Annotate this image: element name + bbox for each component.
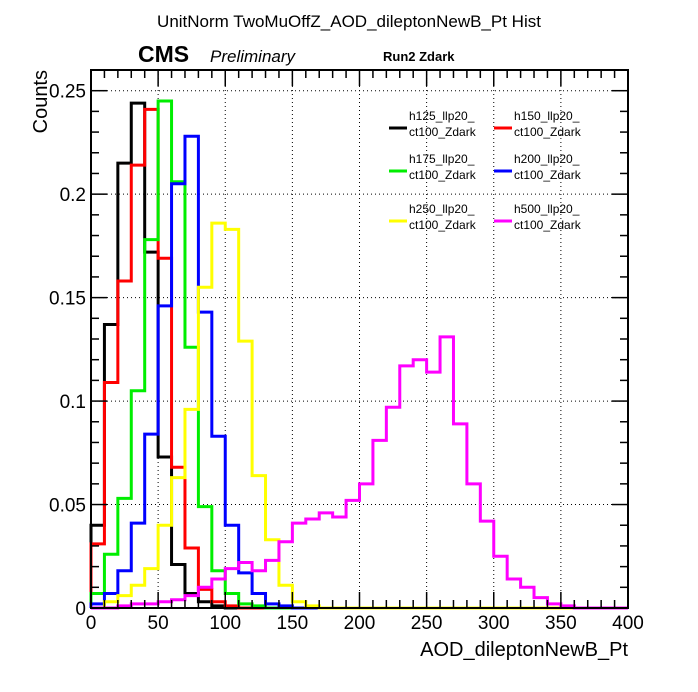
x-tick-label: 350 bbox=[545, 613, 577, 634]
x-axis-label: AOD_dileptonNewB_Pt bbox=[420, 639, 628, 661]
legend-entry-h125_llp20_ct100_Zdark: h125_llp20_ ct100_Zdark bbox=[389, 109, 477, 139]
y-tick-label: 0.25 bbox=[49, 82, 86, 103]
legend-label-line2: ct100_Zdark bbox=[409, 168, 477, 182]
legend-label-line1: h500_llp20_ bbox=[514, 202, 580, 216]
legend-label-line2: ct100_Zdark bbox=[514, 218, 582, 232]
legend-entry-h500_llp20_ct100_Zdark: h500_llp20_ ct100_Zdark bbox=[494, 202, 582, 232]
y-tick-label: 0 bbox=[75, 599, 86, 620]
legend-entry-h200_llp20_ct100_Zdark: h200_llp20_ ct100_Zdark bbox=[494, 152, 582, 182]
x-tick-label: 300 bbox=[478, 613, 510, 634]
run-label: Run2 Zdark bbox=[383, 49, 455, 64]
x-tick-label: 150 bbox=[277, 613, 309, 634]
legend: h125_llp20_ ct100_Zdark h150_llp20_ ct100_Z… bbox=[389, 109, 582, 232]
x-tick-label: 200 bbox=[344, 613, 376, 634]
legend-entry-h150_llp20_ct100_Zdark: h150_llp20_ ct100_Zdark bbox=[494, 109, 582, 139]
x-tick-label: 100 bbox=[209, 613, 241, 634]
legend-label-line2: ct100_Zdark bbox=[514, 168, 582, 182]
legend-label-line1: h150_llp20_ bbox=[514, 109, 580, 123]
x-tick-label: 400 bbox=[612, 613, 644, 634]
chart-title: UnitNorm TwoMuOffZ_AOD_dileptonNewB_Pt H… bbox=[157, 12, 541, 31]
series-line-h500_llp20_ct100_Zdark bbox=[91, 335, 628, 610]
legend-label-line1: h175_llp20_ bbox=[409, 152, 475, 166]
x-tick-label: 0 bbox=[86, 613, 97, 634]
legend-label-line2: ct100_Zdark bbox=[409, 218, 477, 232]
x-tick-label: 50 bbox=[148, 613, 169, 634]
axis-ticks: 0 50 100 150 200 250 300 350 400 0 0.05 0.1 0.15 0.2 0… bbox=[49, 70, 644, 634]
legend-label-line2: ct100_Zdark bbox=[514, 125, 582, 139]
y-axis-label: Counts bbox=[30, 70, 52, 133]
legend-label-line1: h200_llp20_ bbox=[514, 152, 580, 166]
x-tick-label: 250 bbox=[411, 613, 443, 634]
y-tick-label: 0.2 bbox=[60, 185, 86, 206]
legend-label-line1: h125_llp20_ bbox=[409, 109, 475, 123]
y-tick-label: 0.15 bbox=[49, 289, 86, 310]
legend-entry-h175_llp20_ct100_Zdark: h175_llp20_ ct100_Zdark bbox=[389, 152, 477, 182]
legend-label-line2: ct100_Zdark bbox=[409, 125, 477, 139]
preliminary-label: Preliminary bbox=[210, 47, 297, 66]
y-tick-label: 0.1 bbox=[60, 392, 86, 413]
cms-label: CMS bbox=[138, 41, 189, 67]
y-tick-label: 0.05 bbox=[49, 496, 86, 517]
legend-entry-h250_llp20_ct100_Zdark: h250_llp20_ ct100_Zdark bbox=[389, 202, 477, 232]
legend-label-line1: h250_llp20_ bbox=[409, 202, 475, 216]
